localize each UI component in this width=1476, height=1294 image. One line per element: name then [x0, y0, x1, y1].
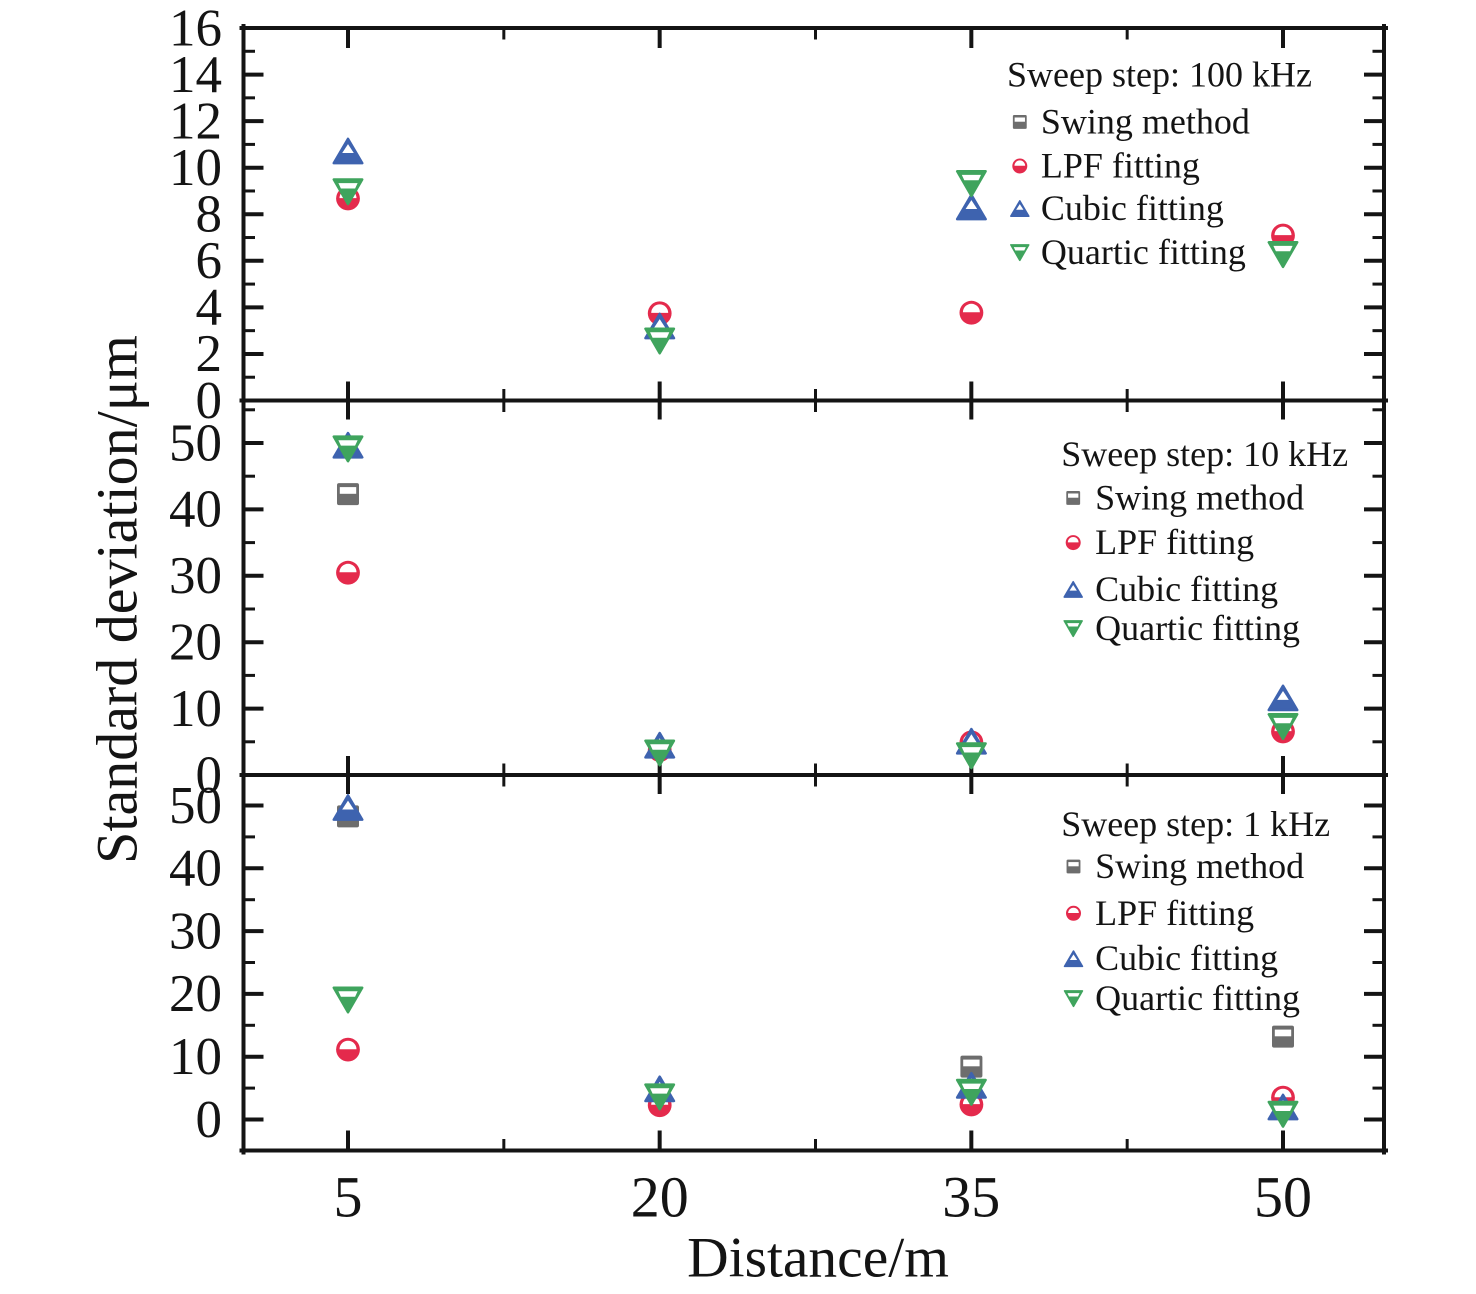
svg-text:Distance/m: Distance/m	[687, 1227, 949, 1290]
svg-text:16: 16	[169, 0, 222, 57]
svg-text:Sweep step: 100 kHz: Sweep step: 100 kHz	[1007, 55, 1312, 95]
svg-text:2: 2	[196, 325, 223, 383]
svg-text:12: 12	[169, 92, 222, 150]
svg-text:20: 20	[169, 965, 222, 1023]
svg-text:10: 10	[169, 1028, 222, 1086]
svg-text:14: 14	[169, 46, 222, 104]
svg-text:40: 40	[169, 840, 222, 898]
svg-text:50: 50	[169, 777, 222, 835]
svg-text:30: 30	[169, 902, 222, 960]
svg-text:20: 20	[169, 614, 222, 672]
svg-text:Swing method: Swing method	[1095, 846, 1304, 886]
svg-text:Standard deviation/μm: Standard deviation/μm	[85, 335, 150, 864]
svg-text:0: 0	[196, 746, 223, 804]
svg-text:5: 5	[334, 1165, 363, 1230]
svg-text:Sweep step: 10 kHz: Sweep step: 10 kHz	[1061, 434, 1348, 474]
svg-text:40: 40	[169, 481, 222, 539]
svg-text:10: 10	[169, 139, 222, 197]
svg-text:6: 6	[196, 232, 223, 290]
svg-text:35: 35	[942, 1165, 1000, 1230]
svg-text:Cubic fitting: Cubic fitting	[1095, 569, 1278, 609]
svg-text:Swing method: Swing method	[1095, 477, 1304, 517]
svg-text:LPF fitting: LPF fitting	[1095, 522, 1254, 562]
svg-text:8: 8	[196, 186, 223, 244]
svg-text:Cubic fitting: Cubic fitting	[1095, 938, 1278, 978]
svg-text:LPF fitting: LPF fitting	[1041, 146, 1200, 186]
svg-text:4: 4	[196, 279, 223, 337]
svg-text:20: 20	[631, 1165, 689, 1230]
svg-text:Quartic fitting: Quartic fitting	[1095, 978, 1300, 1018]
svg-text:Sweep step: 1 kHz: Sweep step: 1 kHz	[1061, 804, 1330, 844]
svg-text:30: 30	[169, 547, 222, 605]
svg-text:Swing method: Swing method	[1041, 101, 1250, 141]
svg-text:Cubic fitting: Cubic fitting	[1041, 188, 1224, 228]
svg-text:0: 0	[196, 1091, 223, 1149]
svg-text:LPF fitting: LPF fitting	[1095, 893, 1254, 933]
svg-text:50: 50	[1254, 1165, 1312, 1230]
svg-text:Quartic fitting: Quartic fitting	[1095, 608, 1300, 648]
svg-text:0: 0	[196, 372, 223, 430]
svg-text:10: 10	[169, 680, 222, 738]
svg-text:50: 50	[169, 414, 222, 472]
svg-text:Quartic fitting: Quartic fitting	[1041, 232, 1246, 272]
